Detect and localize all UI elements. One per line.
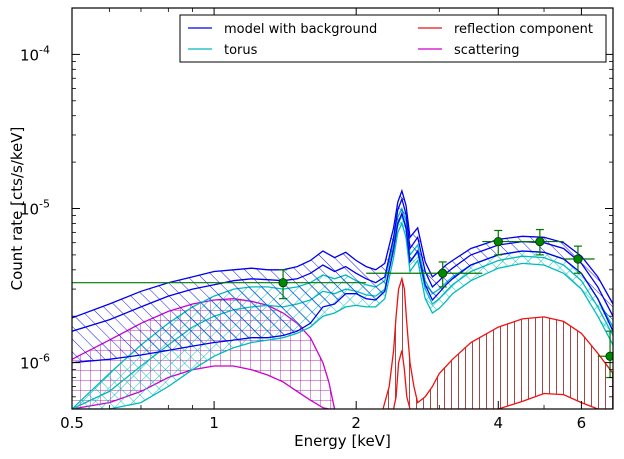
x-tick-label: 0.5 [60,414,84,432]
model-with-background-band [72,190,613,363]
data-points [72,228,613,379]
series-reflection-component [382,276,613,409]
legend-box [179,14,607,63]
y-tick-exponent: -6 [39,352,50,365]
data-point [563,245,595,274]
legend-entry-torus: torus [188,43,258,58]
data-point [366,261,483,288]
y-axis-label: Count rate [cts/s/keV] [8,127,26,291]
legend-label: reflection component [454,22,593,37]
reflection-component-band [383,278,613,409]
data-marker [535,236,545,247]
legend: model with background reflection componen… [179,14,607,63]
y-tick-exponent: -5 [39,198,50,211]
series-model-with-background [72,188,613,364]
legend-entry-scattering: scattering [418,43,520,58]
legend-entry-reflection-component: reflection component [418,22,593,37]
model-with-background-model-line [72,197,613,332]
y-tick-label: 10-6 [20,352,50,373]
x-tick-label: 1 [209,414,219,432]
data-point [72,269,367,300]
data-marker [493,236,503,247]
plot-area [72,188,613,409]
data-point [482,229,523,256]
torus-lower-line [72,221,613,409]
legend-entry-model-with-background: model with background [188,22,377,37]
legend-label: scattering [454,43,520,58]
data-marker [605,351,613,361]
y-tick-exponent: -4 [39,43,50,56]
x-tick-label: 4 [494,414,504,432]
x-tick-label: 6 [577,414,587,432]
torus-band [72,208,613,409]
reflection-component-upper-line [382,276,613,409]
y-tick-label: 10-4 [20,43,50,64]
data-marker [438,268,448,278]
reflection-component-lower-line [383,350,613,409]
x-axis-label: Energy [keV] [294,432,391,450]
x-tick-label: 2 [351,414,361,432]
data-marker [573,254,583,264]
data-marker [278,278,288,288]
model-with-background-lower-line [72,211,613,364]
legend-label: model with background [224,22,377,37]
legend-label: torus [224,43,258,58]
data-point [522,228,564,256]
